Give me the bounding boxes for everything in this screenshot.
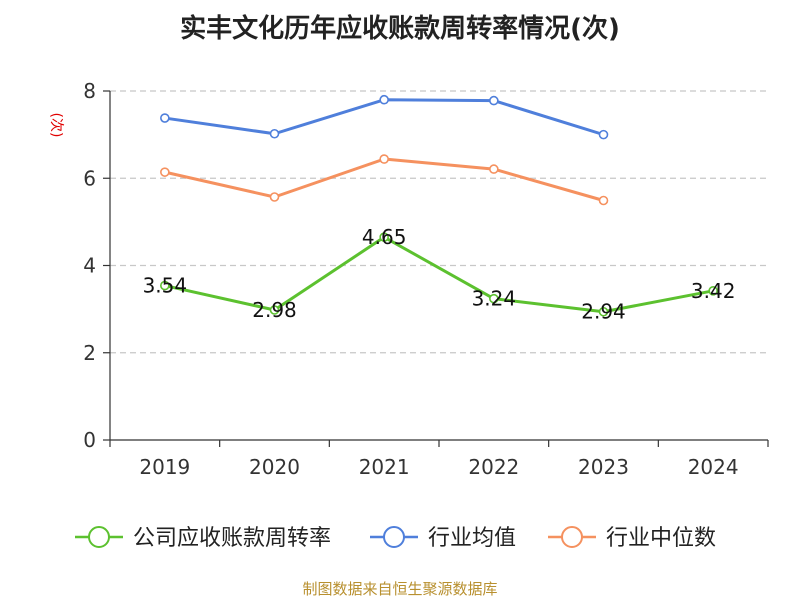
data-point [489, 95, 499, 106]
axes: 0 2 4 6 8 2019 2020 2021 2022 2023 2024 (次) [48, 79, 769, 479]
chart-title: 实丰文化历年应收账款周转率情况(次) [180, 14, 620, 44]
x-tick-label: 2021 [359, 455, 410, 479]
data-label: 2.94 [581, 300, 626, 324]
y-axis-label: (次) [48, 113, 64, 138]
legend-swatch-marker [88, 526, 110, 548]
data-point [379, 154, 389, 164]
data-point [489, 293, 499, 304]
data-point [160, 167, 170, 177]
series-line [164, 235, 714, 314]
data-label: 3.24 [472, 287, 517, 311]
data-point [379, 94, 389, 105]
data-point [269, 192, 280, 202]
legend: 公司应收账款周转率 行业均值 行业中位数 [75, 526, 716, 551]
data-point [269, 305, 280, 315]
series-line [164, 157, 604, 202]
series-group: 3.54 2.98 4.65 3.24 2.94 3.42 [143, 94, 736, 324]
x-tick-label: 2022 [468, 455, 519, 479]
y-tick-label: 0 [83, 428, 96, 452]
y-tick-label: 8 [83, 79, 96, 103]
data-point [160, 113, 170, 123]
legend-swatch-marker [383, 526, 405, 548]
grid-lines [110, 90, 768, 354]
legend-label: 行业均值 [428, 526, 516, 551]
x-tick-label: 2020 [249, 455, 300, 479]
legend-swatch-marker [561, 526, 583, 548]
series-line [164, 98, 604, 137]
data-label: 3.54 [143, 274, 188, 298]
legend-label: 公司应收账款周转率 [133, 526, 331, 551]
data-label: 2.98 [252, 298, 297, 322]
data-point [160, 280, 170, 291]
legend-label: 行业中位数 [606, 526, 716, 551]
y-tick-label: 2 [83, 341, 96, 365]
data-label: 4.65 [362, 225, 407, 249]
data-point [598, 195, 609, 206]
x-tick-label: 2019 [139, 455, 190, 479]
x-tick-label: 2024 [688, 455, 739, 479]
y-tick-label: 4 [83, 254, 96, 278]
y-tick-label: 6 [83, 166, 96, 190]
data-point [379, 232, 389, 242]
x-tick-label: 2023 [578, 455, 629, 479]
data-point [708, 286, 718, 296]
data-point [598, 306, 609, 317]
data-point [269, 128, 280, 139]
data-label: 3.42 [691, 279, 736, 303]
data-point [489, 164, 499, 174]
data-source: 制图数据来自恒生聚源数据库 [302, 580, 498, 598]
data-point [598, 129, 609, 140]
